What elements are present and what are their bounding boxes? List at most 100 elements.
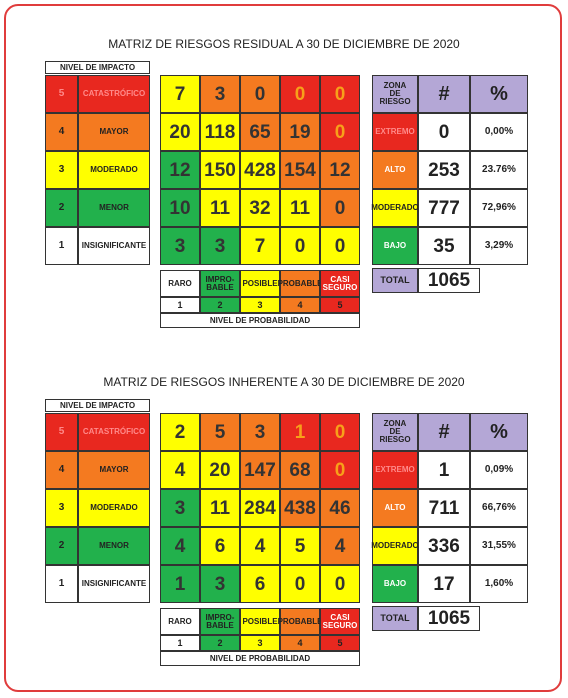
zone-count: 35 [418,227,470,265]
matrix-cell: 32 [240,189,280,227]
matrix-cell: 6 [200,527,240,565]
probability-label: PROBABLE [278,270,322,297]
matrix-cell: 7 [160,75,200,113]
impact-level: 3 [45,489,78,527]
impact-level: 1 [45,227,78,265]
impact-header: NIVEL DE IMPACTO [45,61,150,74]
probability-label: PROBABLE [278,608,322,635]
zone-percent: 31,55% [470,527,528,565]
matrix-cell: 20 [200,451,240,489]
matrix-cell: 1 [280,413,320,451]
impact-level: 1 [45,565,78,603]
matrix-cell: 0 [280,75,320,113]
matrix-cell: 46 [320,489,360,527]
matrix-cell: 4 [240,527,280,565]
probability-label: IMPRO- BABLE [200,270,240,297]
matrix-cell: 3 [160,489,200,527]
impact-header: NIVEL DE IMPACTO [45,399,150,412]
matrix-cell: 0 [320,75,360,113]
probability-level: 3 [240,635,280,651]
zone-count: 0 [418,113,470,151]
impact-level: 5 [45,75,78,113]
matrix-cell: 11 [200,189,240,227]
probability-header: NIVEL DE PROBABILIDAD [160,313,360,328]
matrix-cell: 0 [240,75,280,113]
probability-level: 3 [240,297,280,313]
zone-count: 711 [418,489,470,527]
zone-count: 17 [418,565,470,603]
probability-level: 4 [280,635,320,651]
probability-label: CASI SEGURO [320,608,360,635]
matrix-cell: 0 [320,413,360,451]
impact-level: 2 [45,527,78,565]
matrix-cell: 150 [200,151,240,189]
zone-name: ALTO [372,489,418,527]
matrix-cell: 0 [320,227,360,265]
matrix-cell: 3 [200,565,240,603]
impact-level: 4 [45,113,78,151]
zone-percent: 72,96% [470,189,528,227]
probability-label: CASI SEGURO [320,270,360,297]
matrix-cell: 0 [320,451,360,489]
probability-label: RARO [160,270,200,297]
total-label: TOTAL [372,606,418,631]
matrix-cell: 438 [280,489,320,527]
matrix-cell: 0 [280,565,320,603]
zone-header: % [470,75,528,113]
impact-label: INSIGNIFICANTE [78,227,150,265]
probability-header: NIVEL DE PROBABILIDAD [160,651,360,666]
zone-header: # [418,75,470,113]
zone-percent: 66,76% [470,489,528,527]
matrix-cell: 154 [280,151,320,189]
impact-level: 2 [45,189,78,227]
matrix-cell: 0 [280,227,320,265]
zone-header: # [418,413,470,451]
matrix-cell: 19 [280,113,320,151]
matrix-cell: 428 [240,151,280,189]
total-value: 1065 [418,268,480,293]
matrix-cell: 1 [160,565,200,603]
zone-name: BAJO [372,227,418,265]
matrix-cell: 147 [240,451,280,489]
impact-label: MENOR [78,527,150,565]
zone-percent: 0,09% [470,451,528,489]
impact-label: INSIGNIFICANTE [78,565,150,603]
probability-level: 2 [200,297,240,313]
zone-percent: 23.76% [470,151,528,189]
zone-name: MODERADO [371,527,419,565]
zone-name: ALTO [372,151,418,189]
impact-label: MENOR [78,189,150,227]
impact-label: CATASTRÓFICO [78,413,150,451]
impact-label: MODERADO [78,489,150,527]
zone-count: 1 [418,451,470,489]
impact-level: 5 [45,413,78,451]
matrix-cell: 0 [320,189,360,227]
matrix-cell: 12 [320,151,360,189]
total-label: TOTAL [372,268,418,293]
matrix-cell: 3 [200,227,240,265]
matrix-cell: 6 [240,565,280,603]
matrix-cell: 3 [240,413,280,451]
zone-name: EXTREMO [372,113,418,151]
probability-label: IMPRO- BABLE [200,608,240,635]
matrix-cell: 10 [160,189,200,227]
matrix-cell: 3 [200,75,240,113]
matrix-cell: 118 [200,113,240,151]
zone-count: 253 [418,151,470,189]
zone-percent: 1,60% [470,565,528,603]
matrix-cell: 284 [240,489,280,527]
matrix-title: MATRIZ DE RIESGOS RESIDUAL A 30 DE DICIE… [108,37,460,51]
matrix-cell: 3 [160,227,200,265]
matrix-cell: 20 [160,113,200,151]
matrix-cell: 68 [280,451,320,489]
matrix-cell: 0 [320,113,360,151]
matrix-title: MATRIZ DE RIESGOS INHERENTE A 30 DE DICI… [103,375,465,389]
probability-label: POSIBLE [240,608,280,635]
zone-percent: 0,00% [470,113,528,151]
zone-header: ZONA DE RIESGO [372,413,418,451]
matrix-cell: 11 [280,189,320,227]
total-value: 1065 [418,606,480,631]
zone-count: 777 [418,189,470,227]
matrix-cell: 5 [280,527,320,565]
zone-header: % [470,413,528,451]
